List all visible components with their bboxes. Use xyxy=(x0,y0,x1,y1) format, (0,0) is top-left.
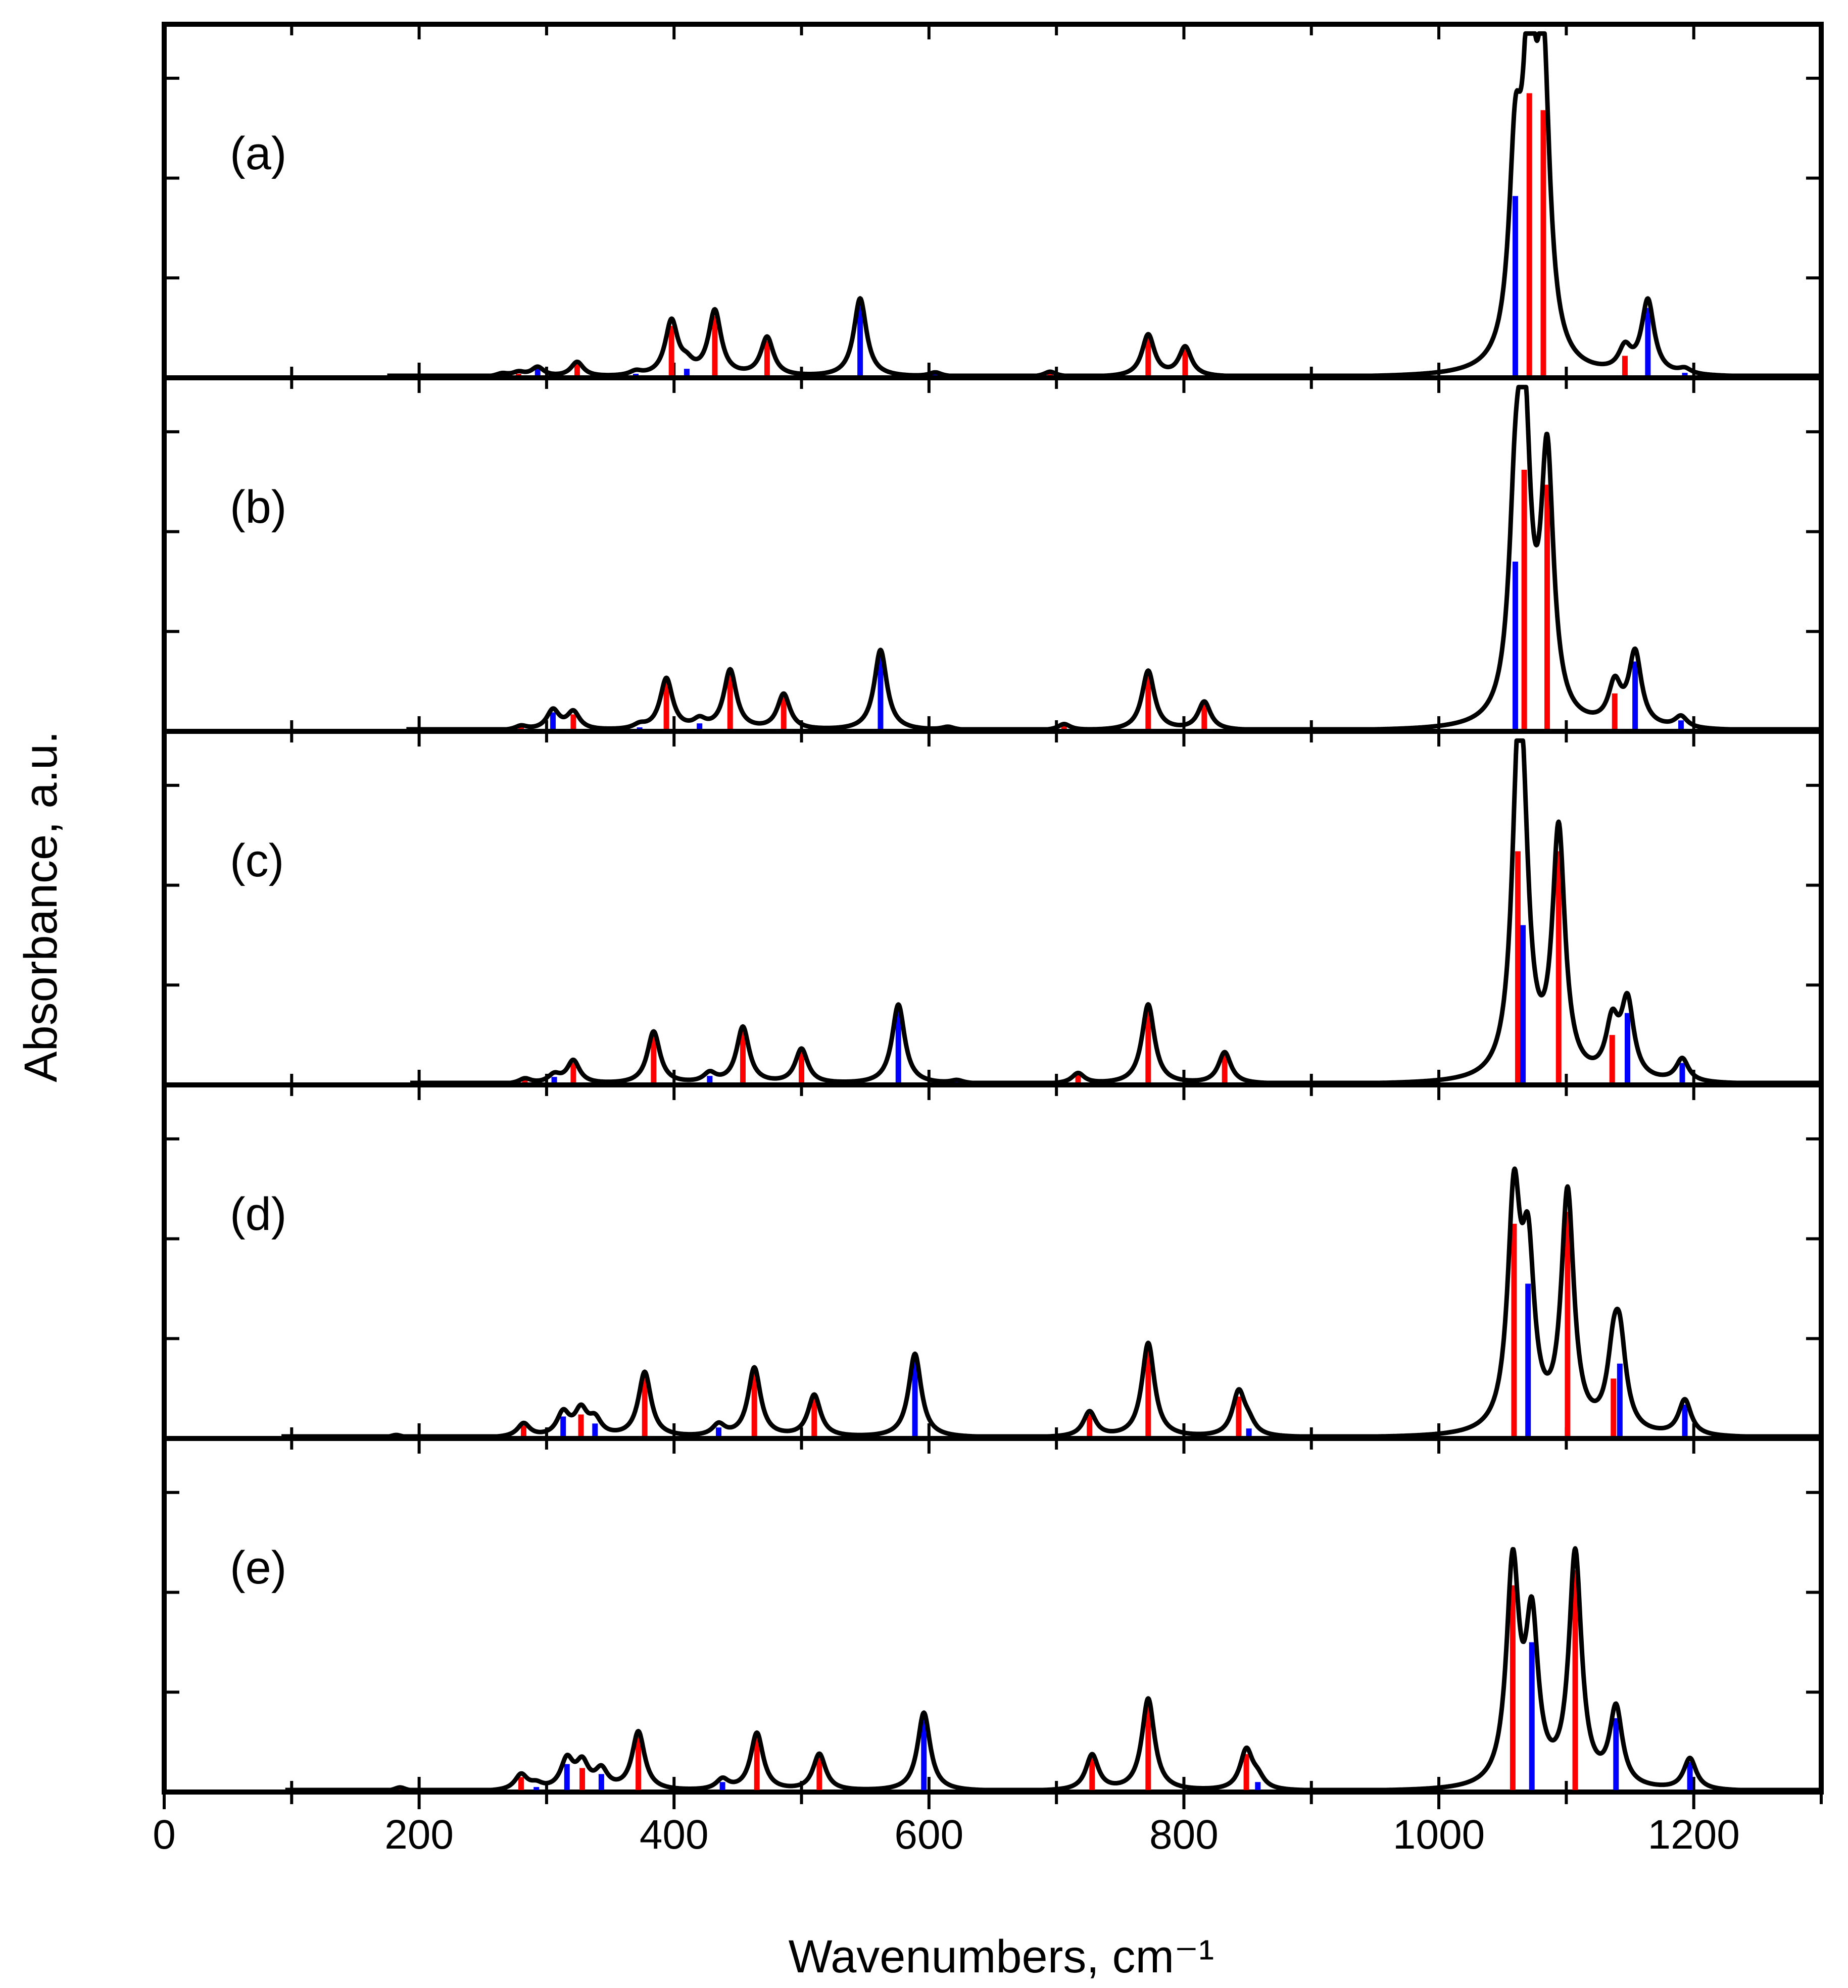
panel-label: (a) xyxy=(230,128,286,179)
y-axis-label: Absorbance, a.u. xyxy=(15,731,67,1082)
panel-label: (d) xyxy=(230,1188,286,1240)
x-tick-label: 400 xyxy=(640,1812,709,1858)
panel-b: (b) xyxy=(162,375,1824,734)
spectrum-envelope xyxy=(283,1546,1823,1793)
x-tick-label: 600 xyxy=(894,1812,963,1858)
x-tick-label: 1000 xyxy=(1393,1812,1485,1858)
panel-c: (c) xyxy=(162,729,1824,1087)
x-tick-label: 800 xyxy=(1149,1812,1219,1858)
x-tick-label: 200 xyxy=(384,1812,454,1858)
x-axis: 0 200 400 600 800 1000 1200 xyxy=(153,1792,1823,1858)
x-tick-label: 1200 xyxy=(1647,1812,1739,1858)
panel-e: (e) xyxy=(162,1436,1824,1795)
panel-stack: (a) (b) (c) (d) (e) xyxy=(162,22,1824,1795)
spectrum-envelope xyxy=(405,384,1823,732)
panel-label: (c) xyxy=(230,835,284,886)
spectrum-envelope xyxy=(408,738,1823,1085)
panel-label: (e) xyxy=(230,1542,286,1594)
x-tick-label: 0 xyxy=(153,1812,176,1858)
panel-label: (b) xyxy=(230,481,286,533)
x-axis-label: Wavenumbers, cm⁻¹ xyxy=(789,1931,1214,1982)
